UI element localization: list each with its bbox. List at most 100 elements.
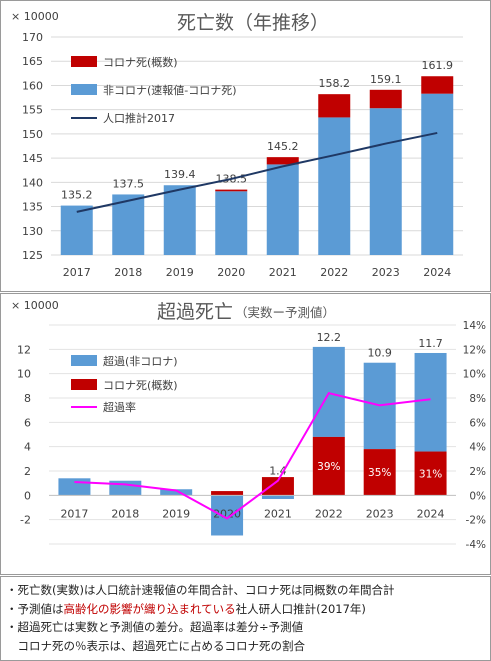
chart-subtitle: （実数ー予測値） (235, 305, 335, 320)
bar-total-label: 135.2 (61, 189, 93, 202)
y2-tick-label: 4% (469, 442, 486, 454)
covid-share-label: 31% (419, 468, 442, 480)
y2-tick-label: 14% (463, 320, 486, 332)
bar-excess-non-covid (414, 352, 447, 452)
legend-label: 非コロナ(速報値-コロナ死) (103, 84, 237, 97)
bar-covid (266, 157, 299, 165)
bar-total-label: 161.9 (422, 59, 454, 72)
bar-non-covid (112, 194, 145, 255)
y-tick-label: 125 (22, 249, 43, 262)
y2-tick-label: 12% (463, 344, 486, 356)
y-tick-label: 2 (24, 465, 31, 478)
legend-swatch-covid (71, 379, 97, 390)
y-tick-label: 6 (24, 416, 31, 429)
unit-label: × 10000 (11, 299, 59, 312)
deaths-chart-panel: 125 130 135 140 145 150 155 160 165 170 × 10000 死亡数… (0, 0, 491, 292)
bar-excess-non-covid (312, 346, 345, 437)
legend-swatch-covid (71, 56, 97, 67)
bar-excess-non-covid (58, 478, 91, 496)
excess-deaths-chart-panel: -4% -2 -2% 0 0% 2 2% 4 4% 6 6% 8 8% 10 10% 12 12% 14% × 10… (0, 293, 491, 575)
x-tick-label: 2018 (111, 507, 139, 520)
y2-tick-label: 10% (463, 369, 486, 381)
bar-covid (421, 76, 454, 94)
bar-covid (211, 491, 244, 496)
bar-excess-non-covid (160, 489, 193, 496)
x-tick-label: 2021 (269, 266, 297, 279)
legend-label: コロナ死(概数) (103, 379, 178, 392)
note-text: コロナ死の％表示は、超過死亡に占めるコロナ死の割合 (6, 638, 305, 653)
excess-rate-line (74, 391, 431, 520)
y-tick-label: 4 (24, 441, 31, 454)
bar-covid (318, 94, 351, 118)
x-tick-label: 2017 (63, 266, 91, 279)
bar-total-label: 12.2 (317, 331, 342, 344)
legend-label: 超過(非コロナ) (103, 354, 178, 368)
bar-total-label: 159.1 (370, 73, 402, 86)
bar-non-covid (266, 164, 299, 255)
note-text: ・予測値は (6, 601, 64, 616)
y-tick-label: 160 (22, 79, 43, 92)
note-line: ・予測値は高齢化の影響が織り込まれている社人研人口推計(2017年) (6, 600, 490, 619)
note-line: ・死亡数(実数)は人口統計速報値の年間合計、コロナ死は同概数の年間合計 (6, 581, 490, 600)
y-tick-label: 170 (22, 31, 43, 44)
bar-non-covid (318, 117, 351, 255)
y-tick-label: 140 (22, 176, 43, 189)
excess-deaths-chart: -4% -2 -2% 0 0% 2 2% 4 4% 6 6% 8 8% 10 10% 12 12% 14% × 10… (11, 299, 486, 551)
covid-share-label: 35% (368, 467, 391, 479)
y-tick-label: 150 (22, 128, 43, 141)
population-estimate-line (76, 131, 438, 213)
y2-tick-label: -4% (466, 539, 486, 551)
chart-title: 超過死亡 (157, 301, 233, 323)
x-tick-label: 2019 (166, 266, 194, 279)
unit-label: × 10000 (11, 10, 59, 23)
y-tick-label: 155 (22, 104, 43, 117)
x-tick-label: 2022 (320, 266, 348, 279)
y2-tick-label: 8% (469, 393, 486, 405)
bar-covid (215, 189, 248, 192)
note-line: コロナ死の％表示は、超過死亡に占めるコロナ死の割合 (6, 637, 490, 656)
covid-share-label: 39% (317, 461, 340, 473)
x-tick-label: 2023 (366, 507, 394, 520)
y-tick-label: 165 (22, 55, 43, 68)
bar-non-covid (163, 185, 196, 255)
bar-total-label: 10.9 (367, 347, 392, 360)
y2-tick-label: -2% (466, 515, 486, 527)
bar-total-label: 158.2 (319, 77, 351, 90)
notes-box: ・死亡数(実数)は人口統計速報値の年間合計、コロナ死は同概数の年間合計 ・予測値は… (0, 576, 491, 661)
x-tick-label: 2020 (213, 507, 241, 520)
legend-label: 超過率 (103, 400, 136, 414)
note-text: ・死亡数(実数)は人口統計速報値の年間合計、コロナ死は同概数の年間合計 (6, 583, 395, 597)
x-tick-label: 2017 (60, 507, 88, 520)
y-tick-label: 12 (17, 343, 31, 356)
bar-covid (312, 436, 345, 496)
y-tick-label: -2 (20, 514, 31, 527)
x-tick-label: 2018 (114, 266, 142, 279)
x-tick-label: 2022 (315, 507, 343, 520)
chart-title: 死亡数（年推移） (177, 12, 329, 34)
y-tick-label: 8 (24, 392, 31, 405)
bar-non-covid (421, 93, 454, 256)
bar-total-label: 137.5 (113, 177, 145, 190)
x-tick-label: 2024 (417, 507, 445, 520)
legend-label: 人口推計2017 (103, 111, 175, 125)
bar-non-covid (369, 108, 402, 255)
bar-covid (414, 451, 447, 496)
y-tick-label: 135 (22, 201, 43, 214)
bar-total-label: 139.4 (164, 168, 196, 181)
bar-excess-non-covid (261, 495, 294, 499)
note-line: ・超過死亡は実数と予測値の差分。超過率は差分÷予測値 (6, 618, 490, 637)
legend-swatch-excess (71, 355, 97, 366)
y-tick-label: 0 (24, 489, 31, 502)
note-text: ・超過死亡は実数と予測値の差分。超過率は差分÷予測値 (6, 620, 304, 634)
bar-total-label: 145.2 (267, 140, 299, 153)
x-tick-label: 2020 (217, 266, 245, 279)
bar-covid (363, 449, 396, 496)
bar-total-label: 11.7 (418, 337, 443, 350)
y-tick-label: 10 (17, 368, 31, 381)
note-text: 社人研人口推計(2017年) (235, 601, 366, 616)
y2-tick-label: 6% (469, 417, 486, 429)
x-tick-label: 2021 (264, 507, 292, 520)
note-highlight: 高齢化の影響が織り込まれている (63, 601, 236, 616)
bar-non-covid (215, 191, 248, 255)
bar-excess-non-covid (211, 495, 244, 536)
